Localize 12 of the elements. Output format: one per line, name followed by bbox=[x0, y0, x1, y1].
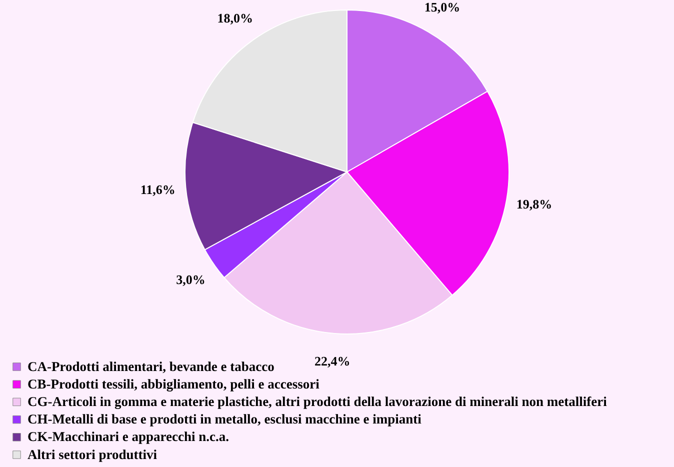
data-label: 11,6% bbox=[140, 182, 176, 197]
data-label: 18,0% bbox=[217, 10, 253, 26]
legend-label: CK-Macchinari e apparecchi n.c.a. bbox=[28, 429, 229, 444]
legend-label: CG-Articoli in gomma e materie plastiche, altri prodotti della lavorazione di minerali non metalliferi bbox=[28, 394, 608, 409]
data-label: 22,4% bbox=[314, 353, 350, 368]
legend-label: CB-Prodotti tessili, abbigliamento, pelli e accessori bbox=[28, 376, 320, 392]
data-label: 3,0% bbox=[176, 272, 206, 288]
legend-label: CA-Prodotti alimentari, bevande e tabacco bbox=[28, 358, 275, 374]
legend-label: Altri settori produttivi bbox=[28, 446, 158, 462]
data-label: 19,8% bbox=[516, 196, 552, 212]
data-label: 15,0% bbox=[424, 0, 460, 15]
legend-label: CH-Metalli di base e prodotti in metallo, esclusi macchine e impianti bbox=[28, 412, 422, 427]
